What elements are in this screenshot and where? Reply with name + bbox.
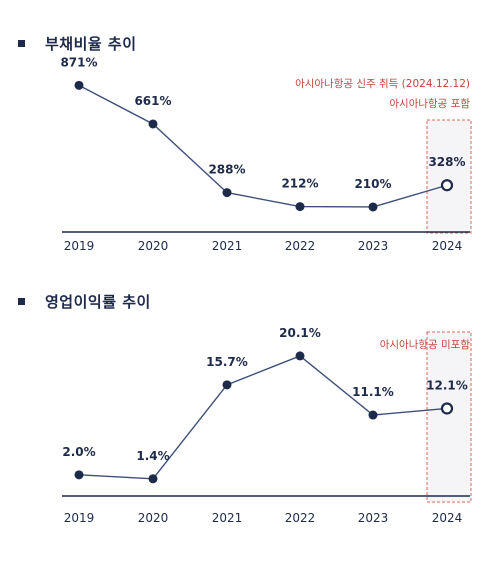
debt-ratio-value-label-2021: 288%	[208, 163, 245, 177]
debt-ratio-tick-label-2023: 2023	[358, 239, 389, 253]
operating-margin-series-line	[78, 355, 448, 480]
operating-margin-title: 영업이익률 추이	[45, 293, 151, 311]
operating-margin-value-label-2019: 2.0%	[62, 445, 95, 459]
debt-ratio-value-label-2024: 328%	[428, 155, 465, 169]
debt-ratio-tick-label-2022: 2022	[285, 239, 316, 253]
debt-ratio-highlight-box	[426, 119, 472, 234]
operating-margin-tick-label-2022: 2022	[285, 511, 316, 525]
operating-margin-annotation: 아시아나항공 미포함	[380, 339, 471, 351]
debt-ratio-annotation: 아시아나항공 포함	[389, 98, 470, 110]
operating-margin-tick-label-2023: 2023	[358, 511, 389, 525]
operating-margin-highlight-box	[426, 331, 472, 503]
debt-ratio-point-2020	[148, 119, 158, 129]
operating-margin-value-label-2023: 11.1%	[352, 385, 394, 399]
debt-ratio-tick-label-2024: 2024	[432, 239, 463, 253]
operating-margin-tick-label-2021: 2021	[212, 511, 243, 525]
debt-ratio-point-2022	[295, 202, 305, 212]
operating-margin-chart: 아시아나항공 미포함 2.0% 2019 1.4% 2020 15.7% 2021 20.1%…	[62, 326, 472, 525]
operating-margin-tick-label-2019: 2019	[64, 511, 95, 525]
operating-margin-point-2021	[222, 380, 232, 390]
debt-ratio-series-line	[78, 84, 448, 208]
debt-ratio-tick-label-2019: 2019	[64, 239, 95, 253]
debt-ratio-tick-label-2020: 2020	[138, 239, 169, 253]
debt-ratio-title: 부채비율 추이	[45, 35, 137, 53]
debt-ratio-point-2024	[440, 179, 454, 192]
operating-margin-value-label-2021: 15.7%	[206, 355, 248, 369]
debt-ratio-section-header: 부채비율 추이	[18, 33, 137, 54]
operating-margin-tick-label-2020: 2020	[138, 511, 169, 525]
debt-ratio-chart: 아시아나항공 신주 취득 (2024.12.12) 아시아나항공 포함 871% 20…	[60, 55, 472, 253]
operating-margin-point-2023	[368, 410, 378, 420]
operating-margin-point-2020	[148, 474, 158, 484]
operating-margin-section-header: 영업이익률 추이	[18, 291, 151, 312]
operating-margin-point-2024	[440, 402, 454, 415]
debt-ratio-value-label-2022: 212%	[281, 177, 318, 191]
bullet-square-icon	[18, 40, 25, 47]
debt-ratio-value-label-2023: 210%	[354, 177, 391, 191]
debt-ratio-point-2023	[368, 202, 378, 212]
operating-margin-value-label-2022: 20.1%	[279, 326, 321, 340]
bullet-square-icon	[18, 298, 25, 305]
operating-margin-point-2019	[74, 470, 84, 480]
operating-margin-tick-label-2024: 2024	[432, 511, 463, 525]
operating-margin-value-label-2020: 1.4%	[136, 449, 169, 463]
debt-ratio-point-2021	[222, 188, 232, 198]
debt-ratio-tick-label-2021: 2021	[212, 239, 243, 253]
debt-ratio-value-label-2019: 871%	[60, 55, 97, 69]
debt-ratio-annotation: 아시아나항공 신주 취득 (2024.12.12)	[295, 78, 470, 90]
debt-ratio-point-2019	[74, 80, 84, 90]
debt-ratio-value-label-2020: 661%	[134, 94, 171, 108]
operating-margin-point-2022	[295, 351, 305, 361]
operating-margin-value-label-2024: 12.1%	[426, 378, 468, 392]
